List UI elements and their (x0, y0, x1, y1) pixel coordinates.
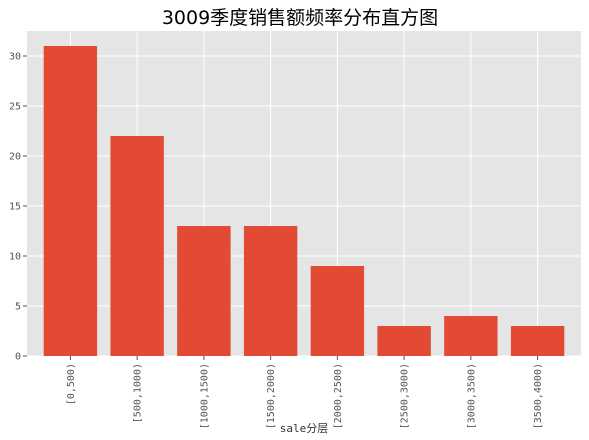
y-tick-label: 25 (9, 102, 21, 113)
x-tick-label: [3500,4000) (533, 363, 544, 429)
y-tick-label: 20 (9, 152, 21, 163)
y-axis-ticks: 0 5 10 15 20 25 30 (9, 52, 27, 363)
grid-lines (27, 31, 581, 357)
bar (43, 46, 98, 356)
bar (110, 136, 164, 356)
x-tick-label: [500,1000) (133, 363, 144, 423)
x-axis-label: sale分层 (280, 422, 329, 435)
x-tick-label: [0,500) (66, 363, 77, 405)
x-tick-label: [3000,3500) (466, 363, 477, 429)
plot-area (27, 31, 581, 356)
x-axis-ticks: [0,500) [500,1000) [1000,1500) [1500,2000) [… (66, 356, 544, 429)
y-tick-label: 30 (9, 52, 21, 63)
y-tick-label: 10 (9, 252, 21, 263)
bar (310, 266, 365, 356)
y-tick-label: 5 (15, 302, 21, 313)
y-tick-label: 0 (15, 352, 21, 363)
bar (444, 316, 498, 356)
x-tick-label: [2500,3000) (400, 363, 411, 429)
chart-title: 3009季度销售额频率分布直方图 (162, 7, 438, 29)
bar (510, 326, 565, 356)
bar (243, 226, 298, 356)
y-tick-label: 15 (9, 202, 21, 213)
x-tick-label: [1500,2000) (266, 363, 277, 429)
x-tick-label: [1000,1500) (199, 363, 210, 429)
bars (43, 46, 565, 356)
bar (177, 226, 231, 356)
bar (377, 326, 431, 356)
x-tick-label: [2000,2500) (333, 363, 344, 429)
